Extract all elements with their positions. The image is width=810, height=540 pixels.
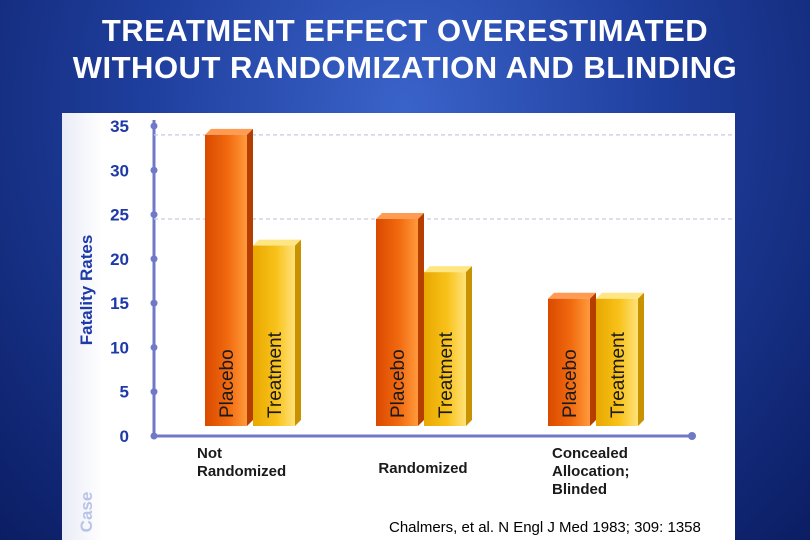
bar-top — [596, 292, 644, 299]
chart-panel-shade — [62, 113, 102, 540]
bar-top — [205, 128, 253, 135]
bar-side — [247, 128, 253, 426]
bar-top — [424, 266, 472, 273]
y-tick-label: 10 — [110, 338, 129, 357]
y-tick-dot — [150, 166, 158, 174]
x-axis-end-dot — [688, 432, 696, 440]
category-label: Randomized — [378, 460, 467, 477]
citation: Chalmers, et al. N Engl J Med 1983; 309:… — [389, 519, 701, 536]
y-axis-label: Fatality Rates — [77, 234, 96, 346]
y-tick-label: 5 — [120, 383, 129, 402]
bar — [376, 219, 418, 426]
y-tick-label: 0 — [120, 427, 129, 446]
bar-side — [466, 266, 472, 426]
y-tick-label: 20 — [110, 250, 129, 269]
y-tick-dot — [150, 211, 158, 219]
bar — [253, 245, 295, 426]
y-tick-dot — [150, 122, 158, 130]
y-tick-dot — [150, 299, 158, 307]
category-label: Concealed Allocation; Blinded — [552, 445, 630, 498]
bar-label: Treatment — [436, 331, 457, 418]
bar-label: Placebo — [217, 349, 238, 418]
bar-side — [295, 239, 301, 426]
bar-label: Treatment — [608, 331, 629, 418]
bar-label: Placebo — [560, 349, 581, 418]
bar-label: Treatment — [265, 331, 286, 418]
bar-top — [376, 213, 424, 219]
y-tick-label: 30 — [110, 161, 129, 180]
bar-label: Placebo — [388, 349, 409, 418]
y-tick-dot — [150, 255, 158, 263]
bar-side — [590, 292, 596, 426]
bar-side — [418, 213, 424, 426]
bar — [596, 298, 638, 426]
bar-side — [638, 292, 644, 426]
y-tick-label: 15 — [110, 294, 129, 313]
y-tick-label: 35 — [110, 117, 129, 136]
bar — [548, 298, 590, 426]
bar — [205, 134, 247, 426]
y-tick-dot — [150, 388, 158, 396]
y-tick-dot — [150, 432, 158, 440]
y-tick-label: 25 — [110, 206, 129, 225]
category-label: Not Randomized — [197, 445, 286, 480]
title-line-1: TREATMENT EFFECT OVERESTIMATED — [101, 13, 709, 48]
bar-top — [253, 239, 301, 246]
title-line-2: WITHOUT RANDOMIZATION AND BLINDING — [72, 50, 738, 85]
bar-top — [548, 292, 596, 299]
bar — [424, 272, 466, 426]
slide-title: TREATMENT EFFECT OVERESTIMATED WITHOUT R… — [0, 12, 810, 86]
y-tick-dot — [150, 343, 158, 351]
y-axis-label-faded: Case — [77, 491, 96, 533]
